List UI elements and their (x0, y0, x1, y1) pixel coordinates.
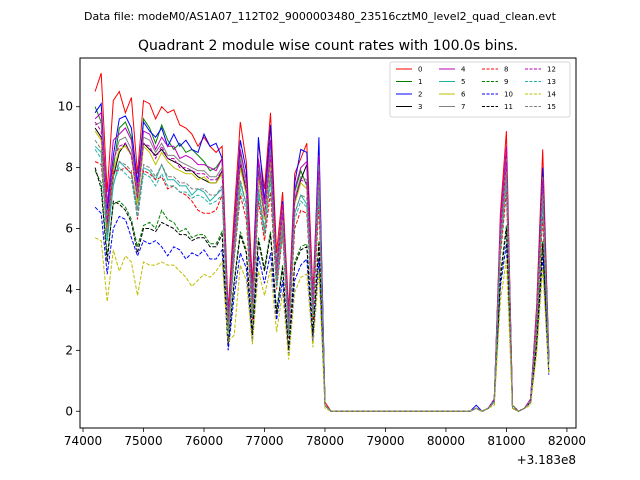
chart-title: Quadrant 2 module wise count rates with … (138, 38, 518, 54)
series-line-14 (94, 237, 550, 412)
legend-label-15: 15 (547, 103, 556, 111)
plot-area: 74000 75000 76000 77000 78000 79000 80000 81000… (58, 57, 586, 448)
legend-box (389, 61, 571, 118)
x-tick-label: 82000 (548, 434, 586, 448)
y-tick-label: 10 (58, 100, 73, 114)
legend-label-9: 9 (504, 78, 508, 86)
legend-label-0: 0 (418, 66, 422, 74)
series-line-15 (94, 139, 550, 412)
series-line-7 (94, 121, 550, 412)
y-tick-label: 4 (65, 282, 73, 296)
legend-label-11: 11 (504, 103, 513, 111)
y-tick-label: 6 (65, 222, 73, 236)
y-tick-label: 8 (65, 161, 73, 175)
legend-label-1: 1 (418, 78, 422, 86)
series-line-4 (94, 111, 550, 412)
legend-label-4: 4 (461, 66, 466, 74)
series-group (94, 73, 550, 412)
x-tick-label: 80000 (427, 434, 465, 448)
legend-label-7: 7 (461, 103, 465, 111)
legend-label-10: 10 (504, 91, 513, 99)
x-tick-label: 81000 (487, 434, 525, 448)
legend-label-2: 2 (418, 91, 422, 99)
y-tick-label: 0 (65, 404, 73, 418)
legend-label-6: 6 (461, 91, 466, 99)
y-tick-label: 2 (65, 343, 73, 357)
y-axis: 0 2 4 6 8 10 (58, 100, 80, 418)
legend-label-14: 14 (547, 91, 556, 99)
series-line-0 (94, 73, 550, 412)
x-axis-offset-label: +3.183e8 (517, 453, 576, 467)
x-axis: 74000 75000 76000 77000 78000 79000 80000 81000… (64, 428, 586, 448)
x-tick-label: 74000 (64, 434, 102, 448)
x-tick-label: 75000 (124, 434, 162, 448)
x-tick-label: 77000 (245, 434, 283, 448)
x-tick-label: 78000 (306, 434, 344, 448)
x-tick-label: 76000 (185, 434, 223, 448)
legend-label-8: 8 (504, 66, 508, 74)
legend-label-13: 13 (547, 78, 556, 86)
x-tick-label: 79000 (366, 434, 404, 448)
legend-label-5: 5 (461, 78, 465, 86)
legend-label-3: 3 (418, 103, 422, 111)
axes-frame (79, 57, 577, 429)
legend-label-12: 12 (547, 66, 556, 74)
figure-suptitle: Data file: modeM0/AS1A07_112T02_90000034… (84, 10, 557, 23)
